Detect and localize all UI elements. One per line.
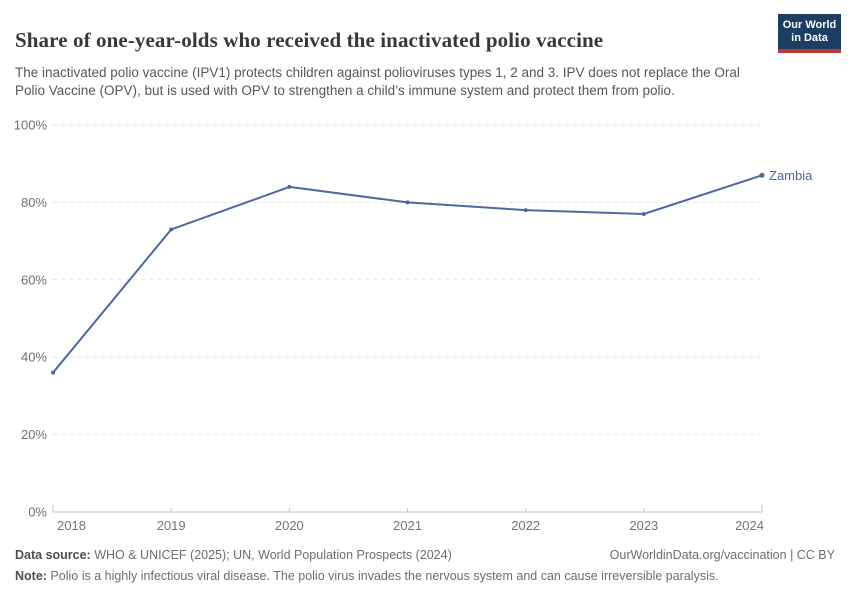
- x-tick-label: 2018: [57, 518, 86, 533]
- x-tick-label: 2023: [629, 518, 658, 533]
- data-point[interactable]: [759, 172, 765, 178]
- series-line-zambia[interactable]: [52, 174, 763, 374]
- y-tick-label: 100%: [14, 118, 48, 133]
- x-tick-label: 2024: [735, 518, 764, 533]
- data-point[interactable]: [169, 227, 174, 232]
- chart-subtitle: The inactivated polio vaccine (IPV1) pro…: [15, 64, 740, 98]
- note-label: Note:: [15, 569, 47, 583]
- y-tick-label: 20%: [21, 427, 47, 442]
- data-source-label: Data source:: [15, 548, 91, 562]
- license-link[interactable]: OurWorldinData.org/vaccination | CC BY: [609, 548, 835, 562]
- owid-logo-line2: in Data: [791, 31, 828, 44]
- data-point[interactable]: [287, 184, 292, 189]
- x-tick-label: 2020: [275, 518, 304, 533]
- data-point[interactable]: [641, 212, 646, 217]
- y-tick-label: 40%: [21, 350, 47, 365]
- data-point[interactable]: [523, 208, 528, 213]
- note-text: Polio is a highly infectious viral disea…: [46, 569, 719, 583]
- y-tick-label: 60%: [21, 272, 47, 287]
- owid-logo[interactable]: Our World in Data: [778, 14, 841, 53]
- x-tick-label: 2022: [511, 518, 540, 533]
- data-point[interactable]: [405, 200, 410, 205]
- y-tick-label: 80%: [21, 195, 47, 210]
- owid-logo-line1: Our World: [782, 18, 837, 31]
- data-point[interactable]: [51, 370, 55, 375]
- note-line: Note: Polio is a highly infectious viral…: [15, 569, 719, 583]
- y-tick-label: 0%: [28, 505, 47, 520]
- data-source-text: WHO & UNICEF (2025); UN, World Populatio…: [90, 548, 452, 562]
- page-title: Share of one-year-olds who received the …: [15, 28, 604, 53]
- x-tick-label: 2019: [157, 518, 186, 533]
- data-source-line: Data source: WHO & UNICEF (2025); UN, Wo…: [15, 548, 452, 562]
- x-tick-label: 2021: [393, 518, 422, 533]
- entity-label: Zambia: [769, 168, 813, 183]
